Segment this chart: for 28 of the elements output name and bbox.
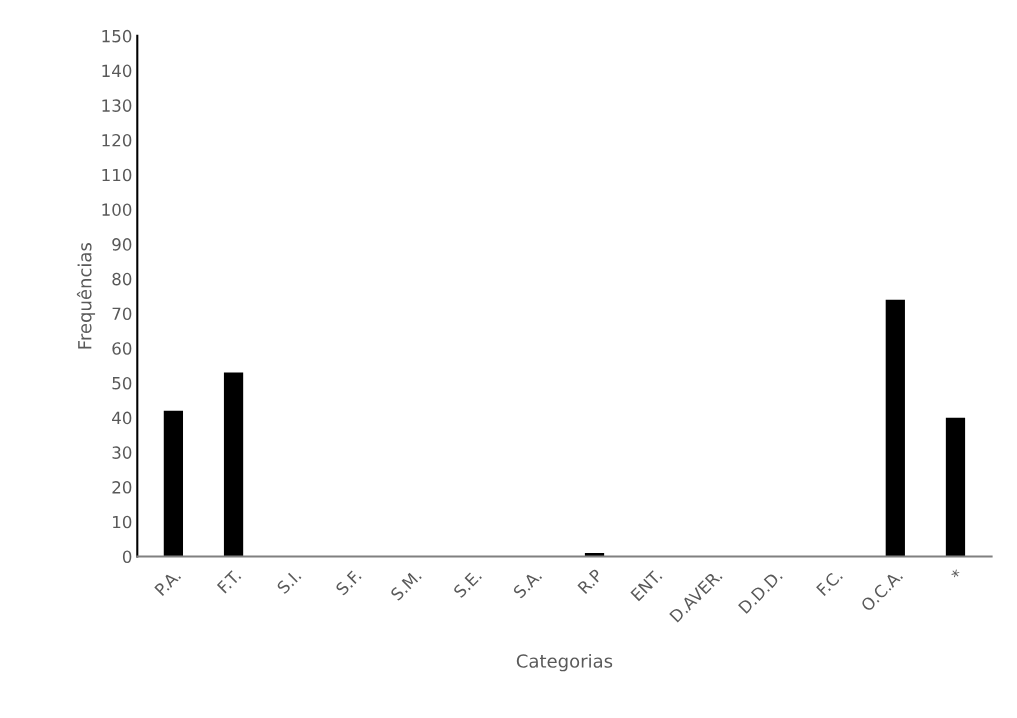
x-tick-label: S.E. bbox=[452, 569, 483, 599]
y-tick-label: 90 bbox=[112, 238, 132, 251]
x-tick-label: S.F. bbox=[335, 569, 362, 596]
x-tick-label: S.I. bbox=[276, 569, 302, 595]
y-tick-label: 20 bbox=[112, 481, 132, 494]
x-axis-title: Categorias bbox=[516, 653, 613, 672]
y-tick-label: 130 bbox=[102, 99, 132, 112]
x-tick-label: F.C. bbox=[815, 569, 844, 597]
x-tick-label: * bbox=[950, 568, 961, 579]
y-tick-label: 100 bbox=[102, 203, 132, 216]
y-tick-label: 50 bbox=[112, 376, 132, 390]
y-axis-title: Frequências bbox=[76, 243, 96, 349]
y-tick-label: 120 bbox=[102, 133, 132, 147]
y-tick-label: 60 bbox=[112, 342, 132, 355]
x-tick-label: S.M. bbox=[389, 569, 422, 602]
y-tick-label: 10 bbox=[113, 515, 132, 529]
x-tick-label: R.P bbox=[577, 568, 604, 594]
y-tick-label: 30 bbox=[112, 446, 132, 459]
y-tick-label: 40 bbox=[112, 411, 132, 425]
y-tick-label: 140 bbox=[102, 64, 132, 78]
y-tick-label: 80 bbox=[112, 272, 132, 286]
x-tick-label: F.T. bbox=[216, 569, 242, 594]
x-tick-label: P.A. bbox=[154, 569, 182, 596]
y-tick-label: 150 bbox=[102, 29, 132, 43]
y-tick-label: 0 bbox=[122, 550, 132, 564]
x-tick-label: S.A. bbox=[512, 569, 543, 599]
y-tick-label: 70 bbox=[112, 307, 132, 321]
y-tick-label: 110 bbox=[102, 168, 132, 182]
